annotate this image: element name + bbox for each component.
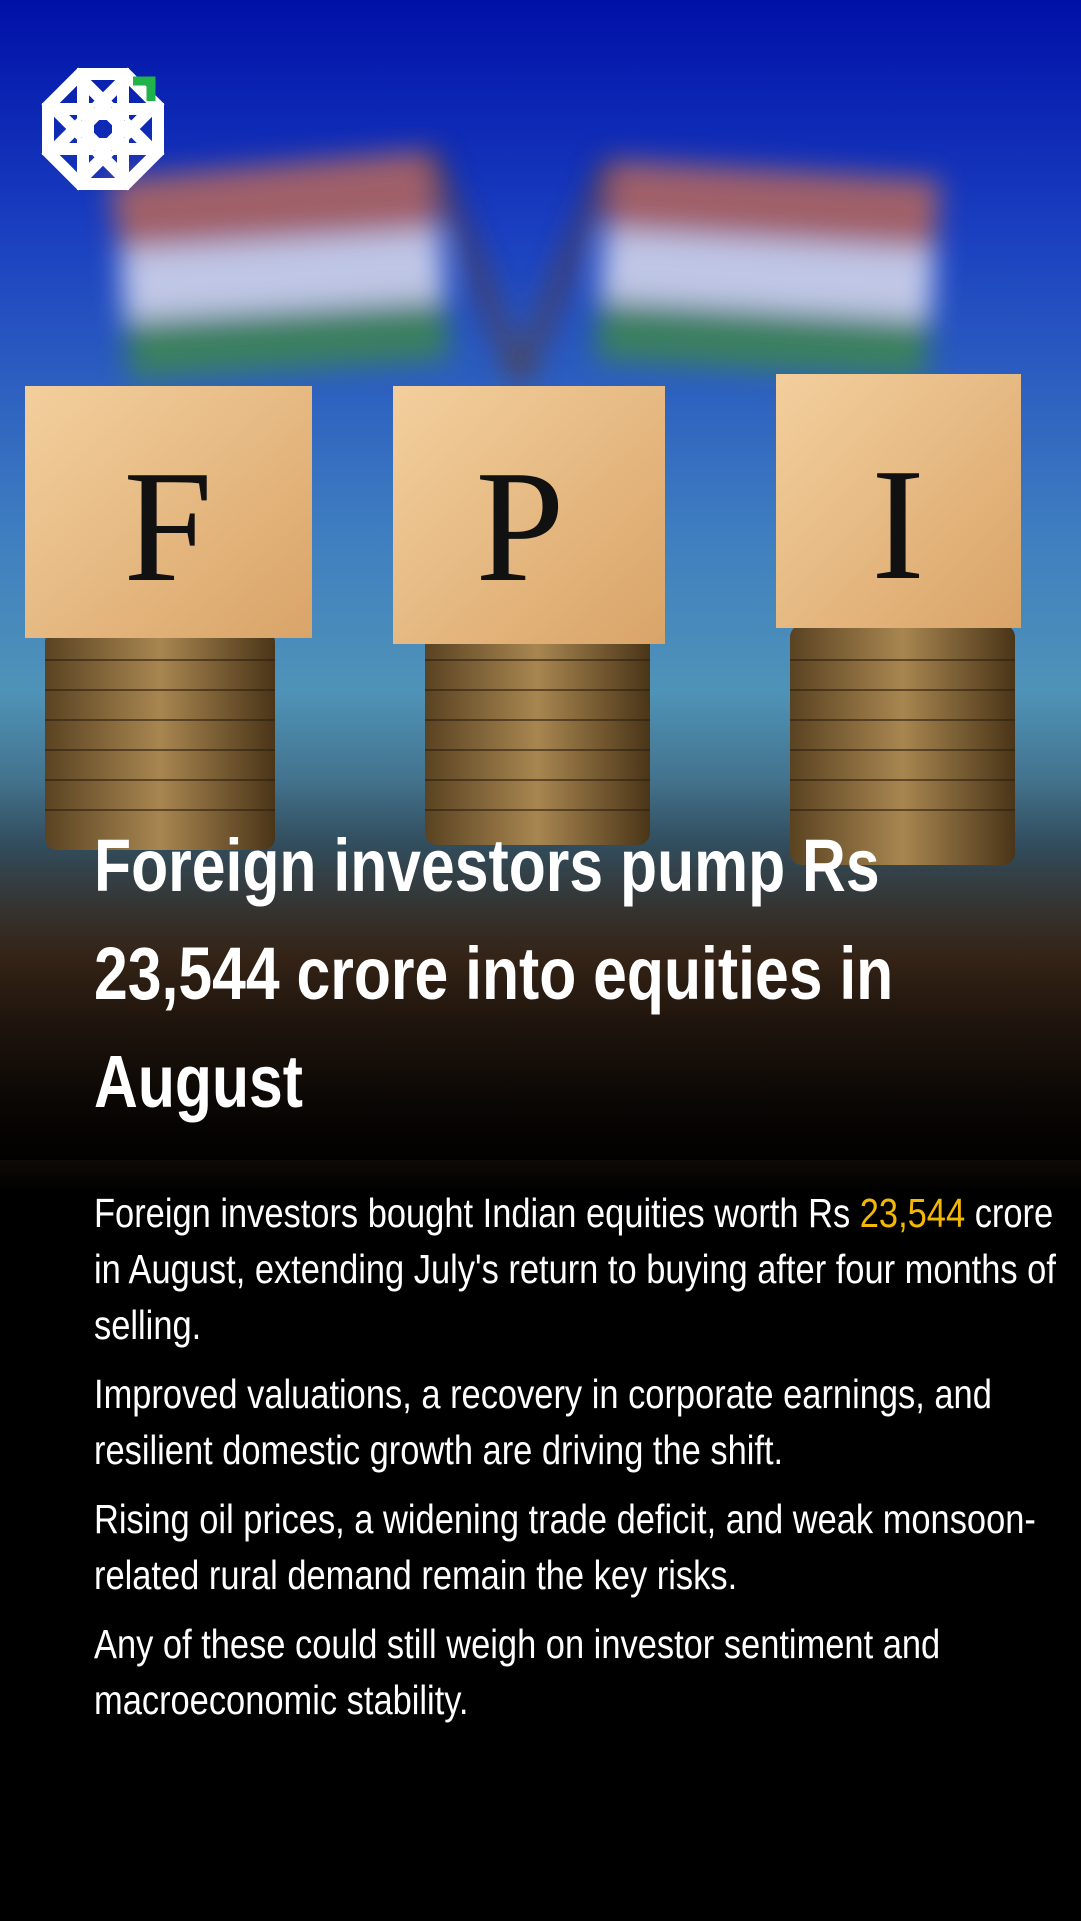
headline: Foreign investors pump Rs 23,544 crore i… (94, 824, 894, 1123)
paragraph: Rising oil prices, a widening trade defi… (94, 1496, 1036, 1598)
cube (776, 374, 1021, 628)
text: crore in August, extending July's return… (94, 1190, 1056, 1348)
paragraph: Improved valuations, a recovery in corpo… (94, 1371, 992, 1473)
paragraph: Foreign investors bought Indian equities… (94, 1185, 1060, 1353)
coin-stacks (45, 625, 1015, 865)
cube (393, 386, 665, 644)
highlight: 23,544 (859, 1190, 966, 1236)
block-letter: F (124, 437, 213, 615)
block-letter: P (476, 437, 565, 615)
block-letter: I (871, 435, 924, 613)
story-body: Foreign investors bought Indian equities… (94, 1185, 1060, 1741)
text: Foreign investors bought Indian equities… (94, 1190, 851, 1236)
paragraph: Any of these could still weigh on invest… (94, 1621, 941, 1723)
logo (41, 67, 165, 191)
cube (25, 386, 312, 638)
